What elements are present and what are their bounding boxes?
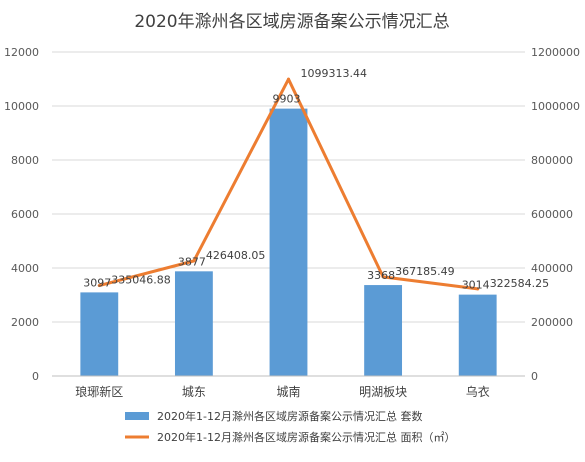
- bar: [174, 271, 213, 376]
- y-right-tick-label: 200000: [531, 316, 573, 329]
- line-data-label: 322584.25: [490, 277, 550, 290]
- line-point: [381, 275, 385, 279]
- line-data-label: 426408.05: [206, 249, 266, 262]
- x-tick-label: 乌衣: [466, 384, 490, 399]
- bar: [364, 285, 403, 376]
- y-left-tick-label: 8000: [11, 154, 39, 167]
- legend: 2020年1-12月滁州各区域房源备案公示情况汇总 套数 2020年1-12月滁州…: [125, 409, 455, 444]
- y-right-tick-label: 1000000: [531, 100, 580, 113]
- bar-data-label: 3014: [462, 279, 490, 292]
- legend-swatch-bar: [125, 412, 149, 420]
- y-left-tick-label: 12000: [4, 46, 39, 59]
- bar: [269, 108, 308, 376]
- line-series: [97, 77, 480, 291]
- bar: [80, 292, 119, 376]
- y-left-tick-label: 4000: [11, 262, 39, 275]
- line-point: [287, 77, 290, 81]
- y-right-tick-label: 400000: [531, 262, 573, 275]
- x-tick-label: 城南: [276, 384, 300, 399]
- line-data-label: 367185.49: [395, 265, 455, 278]
- y-left-tick-label: 10000: [4, 100, 39, 113]
- data-labels: 3097 3877 9903 3368 3014 335046.88 426408.05 10…: [83, 67, 549, 291]
- legend-label-bar: 2020年1-12月滁州各区域房源备案公示情况汇总 套数: [157, 409, 422, 423]
- x-tick-label: 明湖板块: [359, 384, 407, 399]
- bar-data-label: 9903: [273, 93, 301, 106]
- x-tick-label: 城东: [182, 385, 206, 399]
- line-point: [97, 284, 101, 288]
- bar-series: [80, 108, 497, 376]
- chart-title: 2020年滁州各区域房源备案公示情况汇总: [134, 12, 449, 32]
- y-left-tick-label: 2000: [11, 316, 39, 329]
- bar-data-label: 3368: [367, 269, 395, 282]
- bar: [458, 294, 497, 376]
- y-right-tick-label: 800000: [531, 154, 573, 167]
- y-left-tick-label: 0: [32, 370, 39, 383]
- line-data-label: 335046.88: [111, 274, 171, 287]
- y-right-tick-label: 600000: [531, 208, 573, 221]
- y-axis-left: 0 2000 4000 6000 8000 10000 12000: [4, 46, 39, 383]
- x-axis: 琅琊新区 城东 城南 明湖板块 乌衣: [52, 375, 525, 399]
- bar-data-label: 3877: [178, 255, 206, 268]
- line-point: [192, 259, 196, 263]
- legend-label-line: 2020年1-12月滁州各区域房源备案公示情况汇总 面积（㎡）: [157, 430, 455, 444]
- line-data-label: 1099313.44: [301, 67, 367, 80]
- line-point: [476, 287, 480, 291]
- y-axis-right: 0 200000 400000 600000 800000 1000000 1200000: [531, 46, 580, 383]
- y-right-tick-label: 1200000: [531, 46, 580, 59]
- y-right-tick-label: 0: [531, 370, 538, 383]
- bar-data-label: 3097: [83, 276, 111, 289]
- x-tick-label: 琅琊新区: [75, 384, 123, 399]
- y-left-tick-label: 6000: [11, 208, 39, 221]
